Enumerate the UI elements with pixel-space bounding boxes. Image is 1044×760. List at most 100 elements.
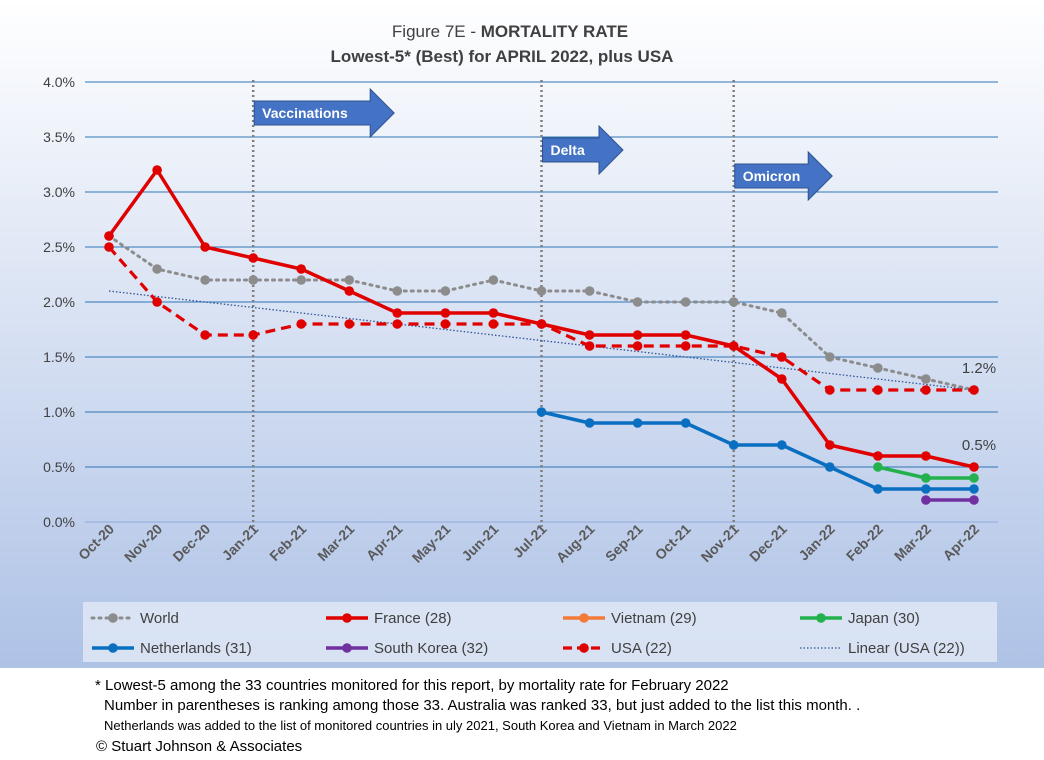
y-tick-label: 2.0% (43, 294, 75, 310)
legend-label: Netherlands (31) (140, 640, 252, 657)
data-point (248, 253, 258, 263)
chart-subtitle: Lowest-5* (Best) for APRIL 2022, plus US… (331, 47, 674, 66)
data-point (200, 242, 210, 252)
data-point (777, 440, 787, 450)
legend-marker (579, 643, 589, 653)
y-tick-label: 4.0% (43, 74, 75, 90)
series-south-korea-32 (921, 495, 979, 505)
legend-label: South Korea (32) (374, 640, 488, 657)
data-point (440, 286, 451, 296)
data-point (825, 462, 835, 472)
data-point (248, 275, 258, 285)
data-point (680, 418, 691, 428)
data-point (104, 242, 114, 252)
data-point (825, 440, 835, 450)
legend-box (83, 602, 997, 662)
y-tick-label: 1.5% (43, 349, 75, 365)
legend-marker (342, 643, 352, 653)
data-point (777, 374, 787, 384)
legend-marker (108, 643, 118, 653)
legend-marker (816, 613, 826, 623)
legend-label: Vietnam (29) (611, 610, 697, 627)
series-line (108, 290, 975, 391)
legend-entry: Japan (30) (800, 610, 920, 627)
event-label: Vaccinations (262, 105, 348, 121)
legend-label: Japan (30) (848, 610, 920, 627)
data-point (152, 297, 162, 307)
data-point (632, 297, 643, 307)
series-japan-30 (873, 462, 979, 483)
chart-background (0, 0, 1044, 668)
data-point (200, 330, 210, 340)
data-point (584, 418, 595, 428)
data-point (296, 319, 307, 329)
data-point (632, 330, 643, 340)
data-point (392, 308, 403, 318)
data-point (296, 275, 307, 285)
data-point (440, 319, 451, 329)
legend-label: Linear (USA (22)) (848, 640, 965, 657)
y-tick-label: 3.0% (43, 184, 75, 200)
data-point (680, 341, 691, 351)
legend-marker (108, 613, 118, 623)
data-point (921, 385, 931, 395)
data-point (152, 165, 162, 175)
y-tick-label: 0.5% (43, 459, 75, 475)
data-point (632, 341, 643, 351)
data-point (248, 330, 258, 340)
chart-title: Figure 7E - MORTALITY RATE (392, 22, 628, 41)
data-point (777, 352, 787, 362)
legend-marker (342, 613, 352, 623)
y-tick-label: 1.0% (43, 404, 75, 420)
data-point (152, 264, 162, 274)
y-tick-label: 2.5% (43, 239, 75, 255)
data-point (632, 418, 643, 428)
y-axis-ticks: 0.0% 0.5% 1.0% 1.5% 2.0% 2.5% 3.0% 3.5% 4.0% (43, 74, 75, 530)
event-label: Delta (551, 142, 585, 158)
data-point (728, 440, 739, 450)
data-point (680, 330, 691, 340)
legend-entry: Netherlands (31) (92, 640, 252, 657)
data-point (969, 473, 979, 483)
legend-marker (579, 613, 589, 623)
legend: World France (28) Vietnam (29) Japan (30) Ne… (90, 610, 965, 657)
series-lines (104, 165, 979, 505)
legend-label: France (28) (374, 610, 452, 627)
legend-entry: Vietnam (29) (563, 610, 697, 627)
series-linear-usa-22 (108, 290, 975, 391)
event-arrow (734, 150, 833, 202)
data-point (921, 473, 931, 483)
data-point (728, 297, 739, 307)
data-point (969, 495, 979, 505)
data-point (873, 451, 883, 461)
data-point (969, 462, 979, 472)
data-point (584, 286, 595, 296)
data-point (344, 286, 355, 296)
data-point (536, 319, 547, 329)
data-point (921, 495, 931, 505)
data-point (969, 484, 979, 494)
data-point (536, 286, 547, 296)
legend-entry: Linear (USA (22)) (800, 640, 965, 657)
data-point (104, 231, 114, 241)
data-point (584, 341, 595, 351)
y-tick-label: 0.0% (43, 514, 75, 530)
data-point (825, 352, 835, 362)
data-label: 1.2% (962, 360, 996, 377)
data-point (873, 363, 883, 373)
legend-entry: South Korea (32) (326, 640, 488, 657)
legend-entry: USA (22) (563, 640, 672, 657)
data-point (969, 385, 979, 395)
data-point (825, 385, 835, 395)
data-point (728, 341, 739, 351)
data-point (488, 319, 499, 329)
legend-entry: France (28) (326, 610, 452, 627)
data-point (584, 330, 595, 340)
event-markers: Vaccinations Delta Omicron (251, 80, 833, 528)
data-point (488, 308, 499, 318)
data-point (296, 264, 307, 274)
data-point (921, 374, 931, 384)
chart-title-bold: MORTALITY RATE (481, 22, 628, 41)
data-point (344, 275, 355, 285)
